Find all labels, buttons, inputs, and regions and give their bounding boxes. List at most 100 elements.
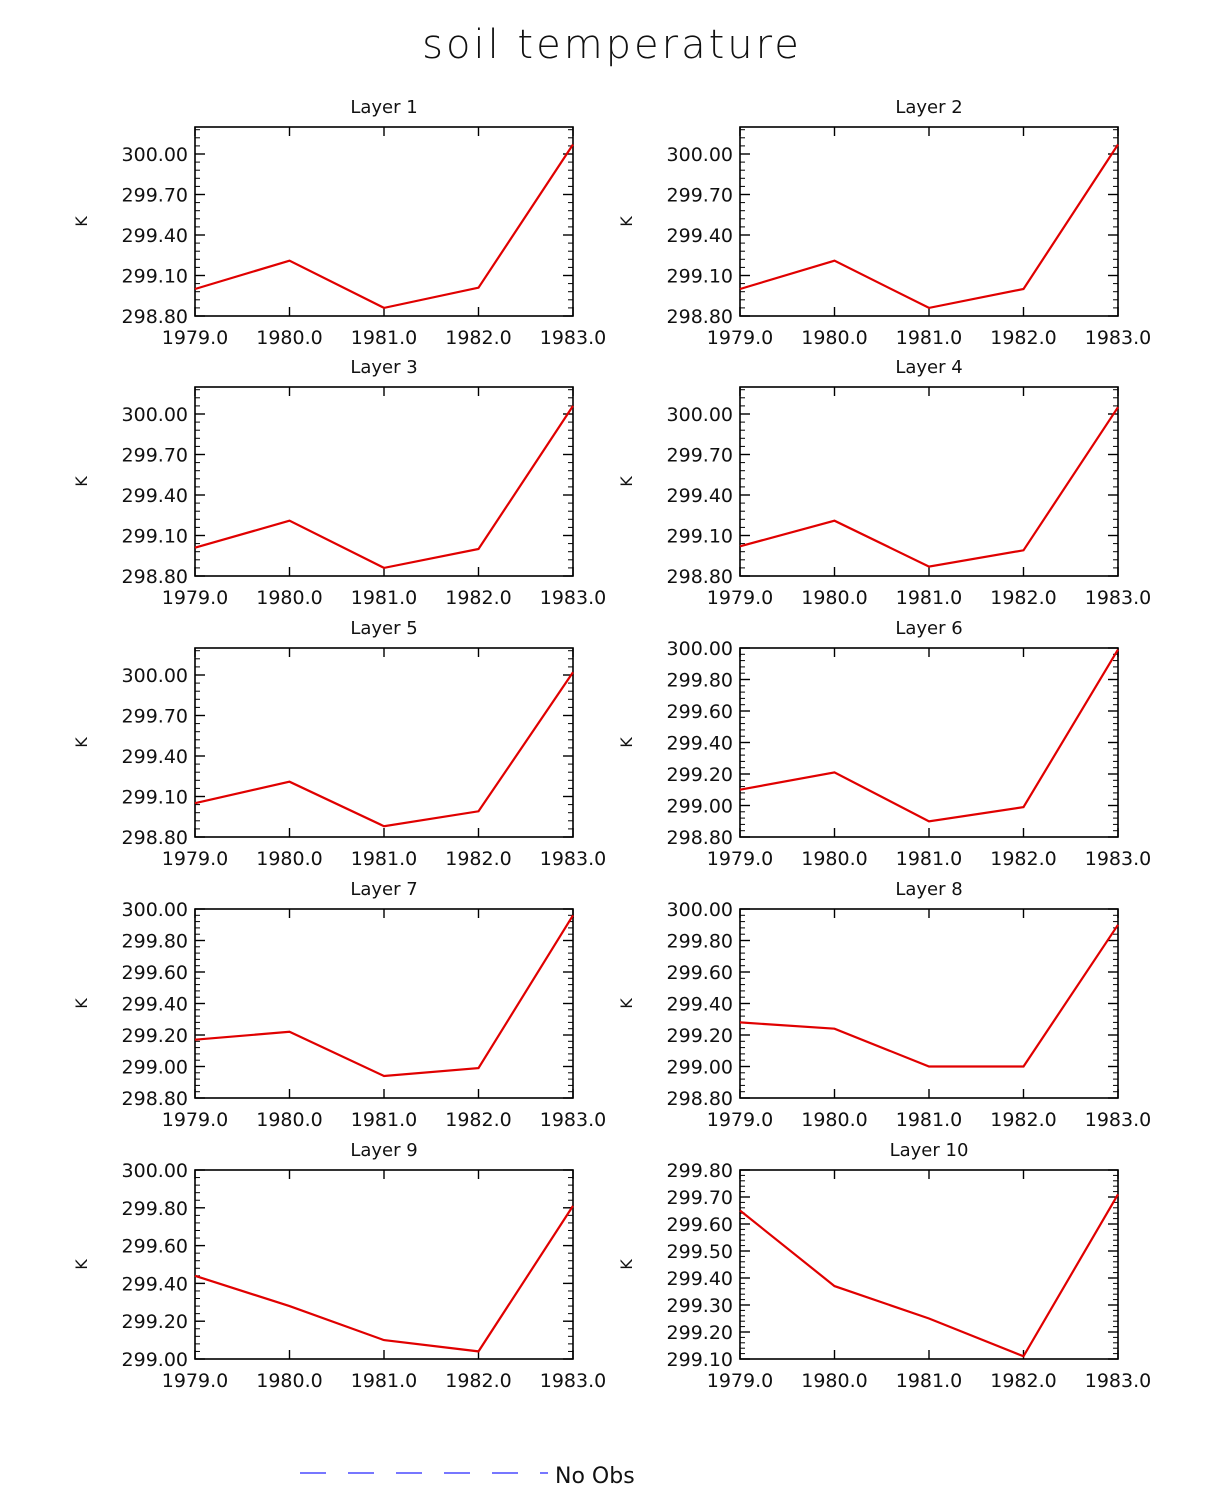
panel-title: Layer 10 [890, 1140, 969, 1161]
y-tick-label: 300.00 [122, 1160, 188, 1182]
x-tick-label: 1981.0 [351, 327, 417, 349]
y-tick-label: 299.20 [667, 764, 733, 786]
y-axis-label: K [617, 1259, 636, 1270]
y-tick-label: 299.00 [122, 1057, 188, 1079]
y-tick-label: 300.00 [667, 899, 733, 921]
y-tick-label: 300.00 [667, 638, 733, 660]
series-line-model [194, 143, 574, 310]
x-tick-label: 1980.0 [801, 848, 867, 870]
x-tick-label: 1982.0 [990, 587, 1056, 609]
x-tick-label: 1982.0 [990, 327, 1056, 349]
x-tick-label: 1982.0 [445, 1109, 511, 1131]
x-tick-label: 1982.0 [990, 1109, 1056, 1131]
y-axis-label: K [72, 476, 91, 487]
y-tick-label: 299.40 [122, 994, 188, 1016]
panel-layer-1: Layer 1 K 1979.0 1980.0 1981.0 1982.0 1983.0 29… [72, 97, 606, 349]
y-tick-label: 299.70 [667, 1187, 733, 1209]
x-tick-label: 1980.0 [256, 327, 322, 349]
y-tick-label: 298.80 [667, 1088, 733, 1110]
x-tick-label: 1980.0 [801, 327, 867, 349]
x-tick-label: 1980.0 [801, 1370, 867, 1392]
x-tick-label: 1979.0 [162, 1370, 228, 1392]
x-tick-label: 1982.0 [445, 1370, 511, 1392]
panel-title: Layer 5 [350, 618, 417, 639]
series-line-model [194, 405, 574, 570]
y-tick-label: 299.60 [122, 962, 188, 984]
y-tick-label: 300.00 [667, 144, 733, 166]
y-tick-label: 298.80 [122, 566, 188, 588]
y-tick-label: 299.80 [667, 670, 733, 692]
series-line-model [194, 671, 574, 828]
panel-layer-2: Layer 2 K 1979.0 1980.0 1981.0 1982.0 1983.0 29… [617, 97, 1151, 349]
y-tick-label: 299.80 [667, 1160, 733, 1182]
panel-layer-10: Layer 10 K 1979.0 1980.0 1981.0 1982.0 1983.0 2… [617, 1140, 1151, 1392]
y-tick-label: 300.00 [122, 404, 188, 426]
y-axis-label: K [72, 998, 91, 1009]
y-tick-label: 298.80 [667, 566, 733, 588]
y-tick-label: 300.00 [122, 665, 188, 687]
y-tick-label: 299.50 [667, 1241, 733, 1263]
y-tick-label: 299.40 [667, 225, 733, 247]
x-tick-label: 1980.0 [256, 1370, 322, 1392]
x-tick-label: 1983.0 [1085, 1370, 1151, 1392]
y-tick-label: 298.80 [122, 306, 188, 328]
y-tick-label: 299.40 [667, 485, 733, 507]
x-tick-label: 1980.0 [801, 1109, 867, 1131]
x-tick-label: 1981.0 [896, 1370, 962, 1392]
y-tick-label: 299.40 [122, 1273, 188, 1295]
y-axis-label: K [617, 998, 636, 1009]
x-tick-label: 1982.0 [445, 848, 511, 870]
y-tick-label: 299.70 [667, 445, 733, 467]
y-tick-label: 299.30 [667, 1295, 733, 1317]
panel-layer-7: Layer 7 K 1979.0 1980.0 1981.0 1982.0 1983.0 29… [72, 879, 606, 1131]
x-tick-label: 1982.0 [445, 327, 511, 349]
x-tick-label: 1980.0 [801, 587, 867, 609]
x-tick-label: 1983.0 [540, 587, 606, 609]
y-tick-label: 299.70 [122, 706, 188, 728]
y-tick-label: 299.40 [122, 746, 188, 768]
x-tick-label: 1979.0 [707, 1109, 773, 1131]
y-tick-label: 299.40 [667, 733, 733, 755]
y-tick-label: 299.10 [667, 1349, 733, 1371]
panel-title: Layer 8 [895, 879, 962, 900]
y-tick-label: 299.40 [122, 485, 188, 507]
y-tick-label: 298.80 [122, 1088, 188, 1110]
y-tick-label: 299.70 [122, 185, 188, 207]
x-tick-label: 1983.0 [1085, 587, 1151, 609]
y-tick-label: 299.40 [667, 1268, 733, 1290]
x-tick-label: 1981.0 [351, 587, 417, 609]
y-tick-label: 298.80 [667, 306, 733, 328]
x-tick-label: 1981.0 [896, 848, 962, 870]
y-tick-label: 299.20 [667, 1322, 733, 1344]
series-line-model [194, 914, 574, 1078]
series-line-model [739, 1193, 1119, 1358]
panel-title: Layer 2 [895, 97, 962, 118]
x-tick-label: 1981.0 [351, 1109, 417, 1131]
y-tick-label: 299.00 [122, 1349, 188, 1371]
x-tick-label: 1979.0 [162, 1109, 228, 1131]
series-line-model [739, 924, 1119, 1068]
x-tick-label: 1979.0 [162, 848, 228, 870]
panel-title: Layer 3 [350, 357, 417, 378]
y-tick-label: 299.10 [667, 526, 733, 548]
panel-layer-8: Layer 8 K 1979.0 1980.0 1981.0 1982.0 1983.0 29… [617, 879, 1151, 1131]
y-tick-label: 299.40 [122, 225, 188, 247]
x-tick-label: 1983.0 [1085, 327, 1151, 349]
y-tick-label: 299.20 [122, 1025, 188, 1047]
y-tick-label: 300.00 [122, 899, 188, 921]
y-axis-label: K [617, 216, 636, 227]
panel-layer-3: Layer 3 K 1979.0 1980.0 1981.0 1982.0 1983.0 29… [72, 357, 606, 609]
y-tick-label: 300.00 [122, 144, 188, 166]
y-axis-label: K [617, 737, 636, 748]
x-tick-label: 1981.0 [896, 587, 962, 609]
x-tick-label: 1979.0 [707, 1370, 773, 1392]
y-tick-label: 298.80 [122, 827, 188, 849]
x-tick-label: 1979.0 [707, 848, 773, 870]
x-tick-label: 1982.0 [990, 848, 1056, 870]
x-tick-label: 1983.0 [540, 848, 606, 870]
y-tick-label: 299.00 [667, 1057, 733, 1079]
y-tick-label: 300.00 [667, 404, 733, 426]
panel-layer-5: Layer 5 K 1979.0 1980.0 1981.0 1982.0 1983.0 29… [72, 618, 606, 870]
y-axis-label: K [72, 1259, 91, 1270]
panel-title: Layer 9 [350, 1140, 417, 1161]
